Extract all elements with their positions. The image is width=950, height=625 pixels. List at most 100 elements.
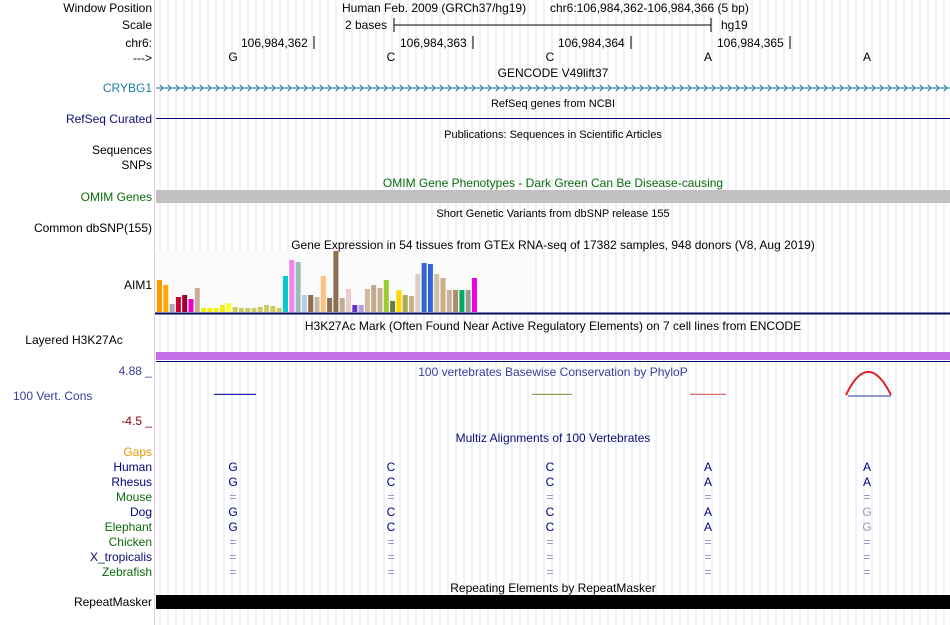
coord-label: 106,984,365	[717, 36, 784, 50]
alignment-base: =	[704, 565, 712, 579]
strand-chevron	[831, 84, 836, 92]
strand-chevron	[871, 84, 876, 92]
scale-label: Scale	[121, 18, 152, 32]
gtex-bar	[427, 264, 433, 312]
gtex-bar	[314, 297, 320, 312]
gtex-bar	[415, 274, 421, 312]
strand-chevron	[935, 84, 940, 92]
strand-chevron	[567, 84, 572, 92]
phylop-title[interactable]: 100 vertebrates Basewise Conservation by…	[418, 365, 688, 379]
species-label[interactable]: Chicken	[108, 535, 152, 549]
alignment-base: C	[545, 475, 555, 489]
gaps-label[interactable]: Gaps	[123, 445, 152, 459]
alignment-base: =	[704, 535, 712, 549]
gtex-label[interactable]: AIM1	[123, 278, 152, 292]
phylop-score	[690, 393, 726, 395]
alignment-base: A	[862, 475, 871, 489]
coord-label: 106,984,362	[241, 36, 308, 50]
gtex-bar	[257, 307, 263, 312]
publications-snps-label[interactable]: SNPs	[121, 158, 152, 172]
strand-chevron	[927, 84, 932, 92]
alignment-base: C	[545, 460, 555, 474]
strand-chevron	[159, 84, 164, 92]
publications-title[interactable]: Publications: Sequences in Scientific Ar…	[444, 129, 662, 141]
strand-chevron	[295, 84, 300, 92]
strand-chevron	[207, 84, 212, 92]
gtex-bar	[434, 274, 440, 312]
strand-chevron	[479, 84, 484, 92]
gtex-bar	[270, 306, 276, 312]
gtex-bar	[169, 304, 175, 312]
gtex-bar	[402, 295, 408, 312]
gtex-bar	[283, 276, 288, 312]
strand-chevron	[687, 84, 692, 92]
strand-chevron	[647, 84, 652, 92]
repeatmasker-bar	[156, 595, 950, 609]
strand-chevron	[199, 84, 204, 92]
phylop-score	[214, 393, 256, 395]
strand-chevron	[591, 84, 596, 92]
species-label[interactable]: Mouse	[115, 490, 152, 504]
strand-chevron	[535, 84, 540, 92]
alignment-base: =	[863, 535, 871, 549]
dbsnp-label[interactable]: Common dbSNP(155)	[33, 221, 152, 235]
gtex-bar	[301, 295, 307, 312]
gtex-bar	[440, 278, 446, 312]
h3k27ac-title[interactable]: H3K27Ac Mark (Often Found Near Active Re…	[304, 319, 802, 333]
strand-chevron	[183, 84, 188, 92]
gtex-bar	[245, 308, 251, 312]
alignment-base: =	[387, 535, 395, 549]
strand-chevron	[607, 84, 612, 92]
species-label[interactable]: X_tropicalis	[89, 550, 152, 564]
species-label[interactable]: Human	[113, 460, 152, 474]
coord-label: 106,984,363	[400, 36, 467, 50]
omim-label[interactable]: OMIM Genes	[80, 190, 152, 204]
species-label[interactable]: Dog	[129, 505, 152, 519]
species-label[interactable]: Zebrafish	[101, 565, 152, 579]
gtex-bar	[157, 280, 162, 312]
strand-chevron	[351, 84, 356, 92]
strand-chevron	[575, 84, 580, 92]
phylop-score	[845, 370, 892, 396]
strand-chevron	[823, 84, 828, 92]
species-label[interactable]: Elephant	[104, 520, 152, 534]
gtex-title[interactable]: Gene Expression in 54 tissues from GTEx …	[291, 238, 815, 252]
strand-chevron	[791, 84, 796, 92]
strand-chevron	[543, 84, 548, 92]
gtex-bar	[226, 303, 232, 312]
strand-chevron	[319, 84, 324, 92]
phylop-label[interactable]: 100 Vert. Cons	[13, 389, 93, 403]
refseq-title[interactable]: RefSeq genes from NCBI	[490, 98, 616, 110]
omim-title[interactable]: OMIM Gene Phenotypes - Dark Green Can Be…	[382, 176, 724, 190]
gtex-bg	[155, 252, 535, 313]
alignment-base: =	[387, 550, 395, 564]
alignment-base: =	[546, 490, 554, 504]
gtex-bar	[472, 278, 477, 312]
gencode-label[interactable]: CRYBG1	[102, 81, 152, 95]
alignment-base: G	[228, 520, 238, 534]
strand-chevron	[839, 84, 844, 92]
gtex-bar	[409, 296, 414, 312]
strand-chevron	[903, 84, 908, 92]
alignment-base: A	[703, 475, 712, 489]
strand-chevron	[431, 84, 436, 92]
repeatmasker-title[interactable]: Repeating Elements by RepeatMasker	[450, 581, 656, 595]
refseq-label[interactable]: RefSeq Curated	[65, 112, 152, 126]
strand-chevron	[167, 84, 172, 92]
dbsnp-title[interactable]: Short Genetic Variants from dbSNP releas…	[436, 208, 670, 220]
strand-chevron	[943, 84, 948, 92]
position-text[interactable]: chr6:106,984,362-106,984,366 (5 bp)	[550, 1, 749, 15]
strand-chevron	[367, 84, 372, 92]
h3k27ac-label[interactable]: Layered H3K27Ac	[25, 333, 123, 347]
ref-base: A	[703, 50, 712, 64]
strand-chevron	[655, 84, 660, 92]
multiz-title[interactable]: Multiz Alignments of 100 Vertebrates	[455, 431, 651, 445]
strand-chevron	[631, 84, 636, 92]
species-label[interactable]: Rhesus	[111, 475, 152, 489]
gtex-bar	[459, 290, 465, 312]
gencode-title[interactable]: GENCODE V49lift37	[497, 66, 609, 80]
publications-sequences-label[interactable]: Sequences	[91, 143, 152, 157]
repeatmasker-label[interactable]: RepeatMasker	[73, 595, 152, 609]
alignment-base: A	[703, 505, 712, 519]
gtex-bar	[383, 280, 389, 312]
